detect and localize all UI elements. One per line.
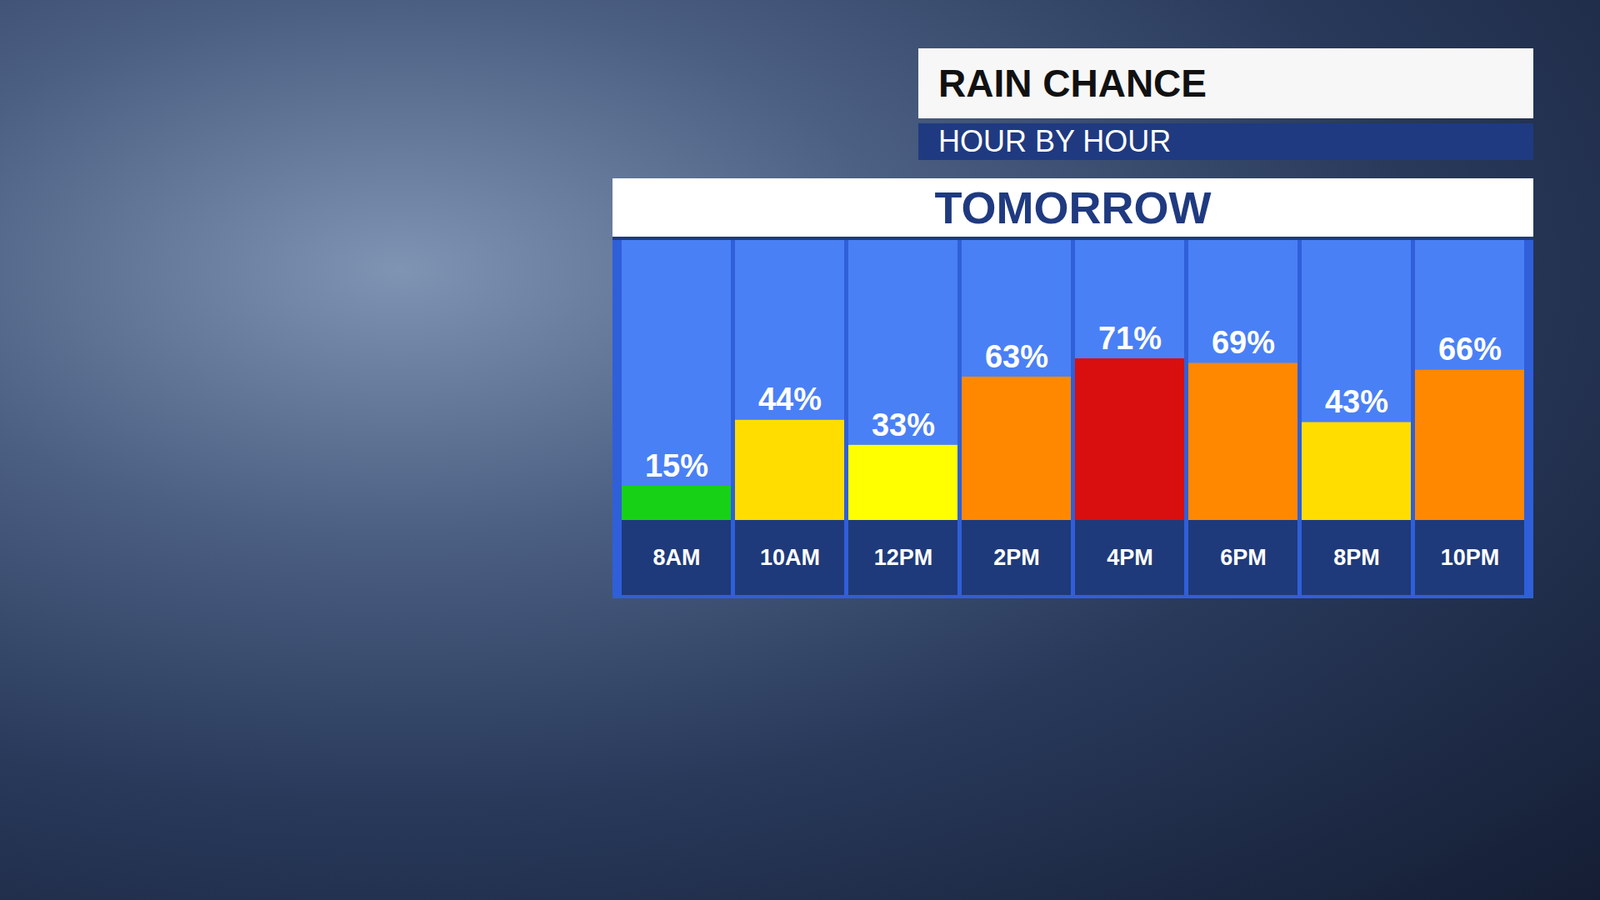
svg-text:10AM: 10AM [760,545,820,570]
svg-text:8PM: 8PM [1333,545,1380,570]
html-text:TOMORROW: TOMORROW [934,182,1212,233]
svg-text:8AM: 8AM [652,545,700,570]
svg-text:6PM: 6PM [1220,545,1267,570]
svg-text:71%: 71% [1098,320,1162,356]
svg-text:33%: 33% [871,407,935,443]
svg-text:44%: 44% [758,381,822,417]
html-text:RAIN CHANCE: RAIN CHANCE [938,61,1207,105]
html-text:HOUR BY HOUR: HOUR BY HOUR [938,124,1172,159]
svg-text:4PM: 4PM [1106,545,1154,570]
svg-text:69%: 69% [1211,325,1275,360]
svg-text:2PM: 2PM [993,545,1040,570]
svg-text:63%: 63% [985,339,1049,375]
svg-text:10PM: 10PM [1440,545,1500,570]
svg-text:66%: 66% [1438,331,1502,367]
svg-text:15%: 15% [645,448,709,484]
svg-text:12PM: 12PM [874,545,934,570]
svg-text:43%: 43% [1325,384,1389,420]
